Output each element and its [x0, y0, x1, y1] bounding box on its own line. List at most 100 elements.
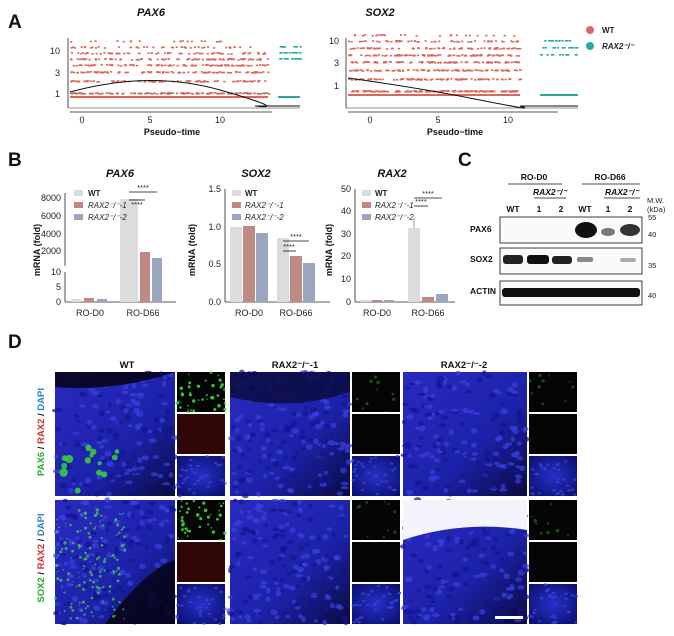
bar-chart-pax6: PAX6 mRNA (fold) 8000 6000 4000 2000 10 …	[32, 168, 176, 318]
row-label: PAX6 / RAX2 / DAPI	[36, 388, 47, 476]
category-label: RO-D0	[76, 308, 104, 318]
significance: ****	[283, 242, 295, 251]
lane-label: 1	[537, 204, 542, 214]
y-tick: 1	[55, 89, 60, 99]
lane-label: 2	[559, 204, 564, 214]
bar	[97, 299, 107, 302]
chart-title: SOX2	[241, 168, 270, 180]
category-label: RO-D66	[126, 308, 159, 318]
bar	[84, 298, 94, 302]
y-tick: 1	[334, 81, 339, 91]
bar	[230, 227, 242, 302]
y-tick: 3	[334, 58, 339, 68]
column-label: WT	[120, 360, 135, 371]
legend-label: RAX2⁻/⁻-2	[375, 213, 414, 222]
scatter-title: PAX6	[137, 7, 166, 19]
y-tick: 40	[341, 206, 351, 216]
legend-label: RAX2⁻/⁻	[602, 42, 635, 51]
y-axis-label: mRNA (fold)	[32, 224, 42, 276]
blot-row-label: ACTIN	[470, 286, 496, 296]
mw-unit: (kDa)	[647, 205, 666, 214]
group-label: RO-D66	[594, 172, 625, 182]
category-label: RO-D0	[235, 308, 263, 318]
legend-label: RAX2⁻/⁻-2	[245, 213, 284, 222]
significance: ****	[131, 200, 143, 209]
y-tick: 0.0	[208, 297, 221, 307]
bar	[71, 299, 81, 302]
chart-title: PAX6	[106, 168, 135, 180]
category-label: RO-D66	[411, 308, 444, 318]
y-tick: 0	[56, 297, 61, 307]
panel-c-letter: C	[458, 150, 472, 171]
y-tick: 30	[341, 229, 351, 239]
y-tick: 10	[50, 46, 60, 56]
blot-row-label: SOX2	[470, 254, 493, 264]
column-label: RAX2⁻/⁻-1	[272, 360, 319, 371]
panel-a-letter: A	[8, 12, 22, 33]
lane-label: 2	[628, 204, 633, 214]
mw-marker: 40	[648, 230, 656, 239]
category-label: RO-D66	[279, 308, 312, 318]
x-tick: 10	[503, 115, 513, 125]
bar-chart-sox2: SOX2 mRNA (fold) 1.5 1.0 0.5 0.0 **** **…	[187, 168, 330, 318]
bar	[384, 300, 394, 302]
legend-label: RAX2⁻/⁻-1	[88, 201, 127, 210]
y-tick: 0.5	[208, 259, 221, 269]
lane-label: WT	[578, 204, 592, 214]
y-tick: 1.5	[208, 184, 221, 194]
bar	[120, 199, 138, 302]
bar	[290, 256, 302, 302]
y-tick: 10	[51, 267, 61, 277]
scale-bar	[495, 616, 523, 619]
legend-dot-ko	[586, 42, 594, 50]
x-axis-label: Pseudo−time	[144, 127, 200, 137]
mw-marker: 55	[648, 213, 656, 222]
chart-title: RAX2	[377, 168, 406, 180]
legend-label: WT	[375, 189, 388, 198]
y-tick: 1.0	[208, 222, 221, 232]
western-blot: RO-D0 RO-D66 RAX2⁻/⁻ RAX2⁻/⁻ M.W. (kDa) …	[470, 172, 666, 306]
y-tick: 5	[56, 282, 61, 292]
bar-chart-rax2: RAX2 mRNA (fold) 50 40 30 20 10 0 **** *…	[324, 168, 455, 318]
y-tick: 0	[346, 297, 351, 307]
lane-label: WT	[506, 204, 520, 214]
significance: ****	[415, 197, 427, 206]
legend-label: RAX2⁻/⁻-1	[245, 201, 284, 210]
x-tick: 0	[367, 115, 372, 125]
x-axis-label: Pseudo−time	[427, 127, 483, 137]
group-label: RO-D0	[521, 172, 548, 182]
mw-marker: 40	[648, 291, 656, 300]
x-tick: 0	[79, 115, 84, 125]
significance: ****	[290, 232, 302, 241]
x-tick: 5	[435, 115, 440, 125]
y-tick: 3	[55, 68, 60, 78]
legend-label: RAX2⁻/⁻-2	[88, 213, 127, 222]
legend-label: WT	[602, 26, 615, 35]
y-tick: 4000	[41, 229, 61, 239]
bar	[372, 300, 382, 302]
y-tick: 20	[341, 251, 351, 261]
mw-title: M.W.	[647, 196, 664, 205]
y-tick: 8000	[41, 193, 61, 203]
y-axis-label: mRNA (fold)	[187, 224, 197, 276]
panel-b-letter: B	[8, 150, 22, 171]
legend-label: WT	[88, 189, 101, 198]
bar	[152, 258, 162, 302]
panel-d-letter: D	[8, 332, 22, 353]
y-axis-label: mRNA (fold)	[324, 224, 334, 276]
blot-row-label: PAX6	[470, 224, 492, 234]
y-tick: 10	[329, 36, 339, 46]
x-tick: 10	[215, 115, 225, 125]
y-tick: 10	[341, 274, 351, 284]
significance: ****	[137, 183, 149, 192]
y-tick: 6000	[41, 211, 61, 221]
y-tick: 50	[341, 184, 351, 194]
scatter-title: SOX2	[365, 7, 394, 19]
scatter-sox2: SOX2 10 3 1 0 5 10 Pseudo−time	[329, 7, 579, 137]
legend-label: WT	[245, 189, 258, 198]
mw-marker: 35	[648, 261, 656, 270]
lane-label: 1	[606, 204, 611, 214]
bar	[256, 233, 268, 302]
bar	[436, 294, 448, 302]
